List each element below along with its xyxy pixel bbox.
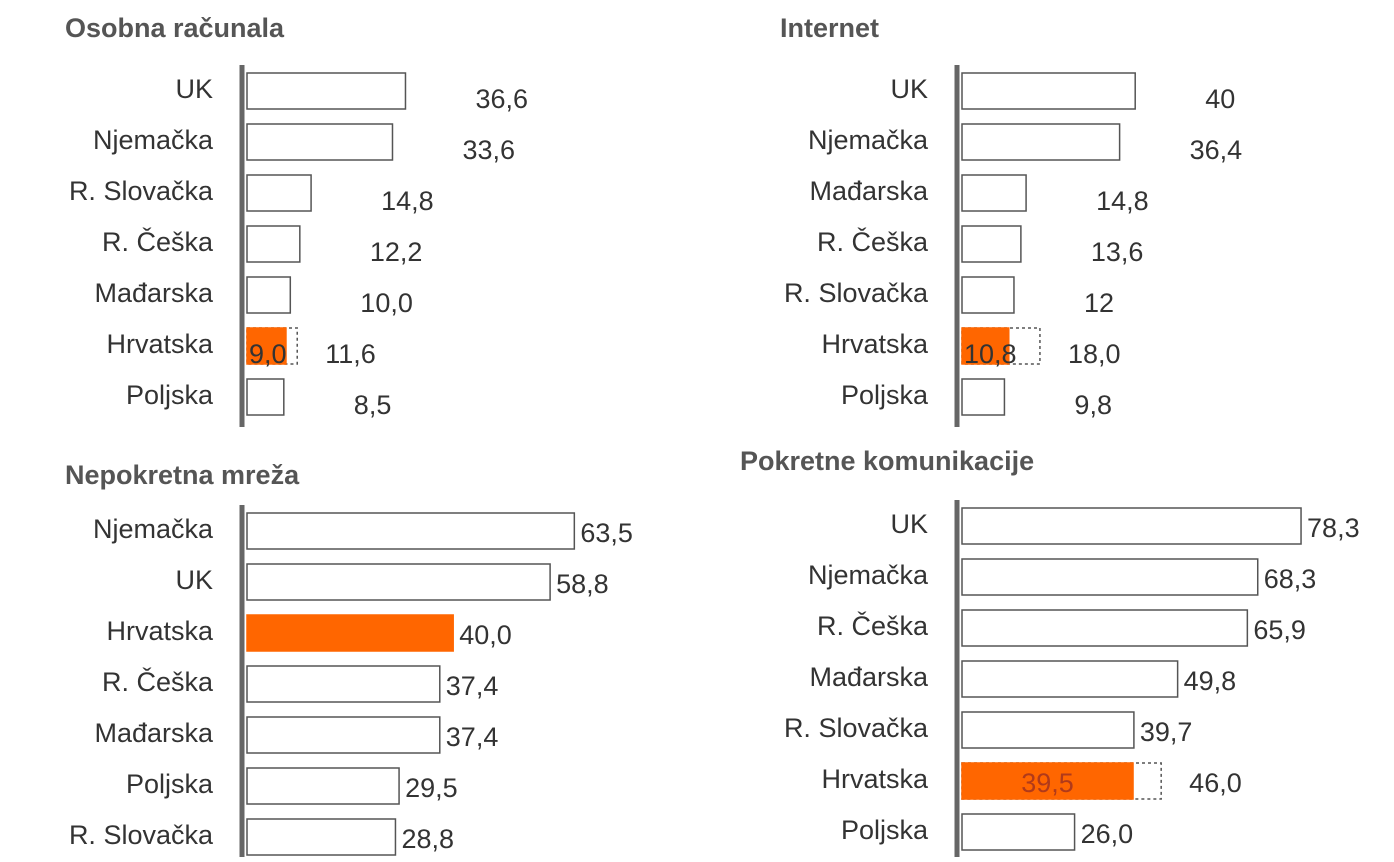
category-label: R. Slovačka	[69, 176, 214, 206]
bar	[246, 225, 301, 263]
bar	[961, 762, 1134, 800]
value-label: 12,2	[370, 237, 423, 267]
value-label: 63,5	[580, 518, 633, 548]
category-label: R. Slovačka	[784, 278, 929, 308]
value-label: 39,7	[1140, 717, 1193, 747]
category-label: Hrvatska	[106, 329, 214, 359]
bar	[246, 327, 287, 365]
value-label: 40	[1205, 84, 1235, 114]
bar	[246, 123, 394, 161]
value-label: 36,4	[1190, 135, 1243, 165]
bar	[961, 378, 1006, 416]
chart-title: Osobna računala	[65, 13, 285, 43]
bar	[246, 665, 441, 703]
category-label: R. Češka	[102, 226, 214, 257]
value-label: 65,9	[1253, 615, 1306, 645]
chart-title: Pokretne komunikacije	[740, 446, 1034, 476]
value-label: 12	[1084, 288, 1114, 318]
value-label: 40,0	[459, 620, 512, 650]
category-label: Hrvatska	[821, 329, 929, 359]
category-label: Mađarska	[94, 278, 214, 308]
category-label: R. Češka	[817, 226, 929, 257]
bar	[961, 507, 1302, 545]
value-label: 28,8	[401, 824, 454, 854]
value-label: 68,3	[1264, 564, 1317, 594]
value-label: 37,4	[446, 671, 499, 701]
bar	[246, 716, 441, 754]
bar	[246, 276, 292, 314]
category-label: Hrvatska	[106, 616, 214, 646]
category-label: R. Slovačka	[69, 820, 214, 850]
category-label: Mađarska	[94, 718, 214, 748]
value-label: 10,8	[964, 339, 1017, 369]
value-label: 49,8	[1184, 666, 1237, 696]
bar	[961, 276, 1015, 314]
value-label: 8,5	[354, 390, 392, 420]
value-label: 9,8	[1074, 390, 1112, 420]
bar	[961, 660, 1179, 698]
category-label: Poljska	[841, 815, 929, 845]
bar	[961, 609, 1249, 647]
target-label: 11,6	[325, 339, 376, 369]
category-label: Mađarska	[809, 176, 929, 206]
category-label: R. Češka	[817, 610, 929, 641]
value-label: 13,6	[1091, 237, 1144, 267]
value-label: 37,4	[446, 722, 499, 752]
bar	[961, 225, 1022, 263]
bar	[246, 72, 407, 110]
category-label: R. Češka	[102, 666, 214, 697]
category-label: Njemačka	[808, 125, 929, 155]
category-label: UK	[175, 565, 213, 595]
value-label: 14,8	[381, 186, 434, 216]
category-label: Njemačka	[93, 514, 214, 544]
category-label: R. Slovačka	[784, 713, 929, 743]
bar	[961, 711, 1135, 749]
value-label: 58,8	[556, 569, 609, 599]
value-label: 29,5	[405, 773, 458, 803]
bar	[961, 72, 1136, 110]
value-label: 9,0	[249, 339, 287, 369]
bar	[246, 512, 576, 550]
category-label: Poljska	[126, 769, 214, 799]
bar	[246, 767, 400, 805]
value-label: 26,0	[1081, 819, 1134, 849]
bar	[961, 123, 1121, 161]
category-label: UK	[890, 509, 928, 539]
target-label: 18,0	[1068, 339, 1121, 369]
category-label: UK	[175, 74, 213, 104]
category-label: Poljska	[841, 380, 929, 410]
category-label: Poljska	[126, 380, 214, 410]
value-label: 39,5	[1021, 768, 1074, 798]
target-label: 46,0	[1189, 768, 1242, 798]
category-label: UK	[890, 74, 928, 104]
category-label: Njemačka	[93, 125, 214, 155]
bar	[246, 563, 551, 601]
chart-title: Nepokretna mreža	[65, 460, 300, 490]
bar	[961, 558, 1259, 596]
chart-title: Internet	[780, 13, 879, 43]
value-label: 33,6	[462, 135, 515, 165]
bar	[961, 174, 1027, 212]
bar	[246, 614, 454, 652]
bar	[246, 818, 397, 856]
category-label: Hrvatska	[821, 764, 929, 794]
bar	[246, 174, 312, 212]
category-label: Mađarska	[809, 662, 929, 692]
value-label: 14,8	[1096, 186, 1149, 216]
value-label: 10,0	[360, 288, 413, 318]
category-label: Njemačka	[808, 560, 929, 590]
value-label: 78,3	[1307, 513, 1360, 543]
bar	[246, 378, 285, 416]
bar	[961, 327, 1010, 365]
value-label: 36,6	[475, 84, 528, 114]
bar	[961, 813, 1076, 851]
